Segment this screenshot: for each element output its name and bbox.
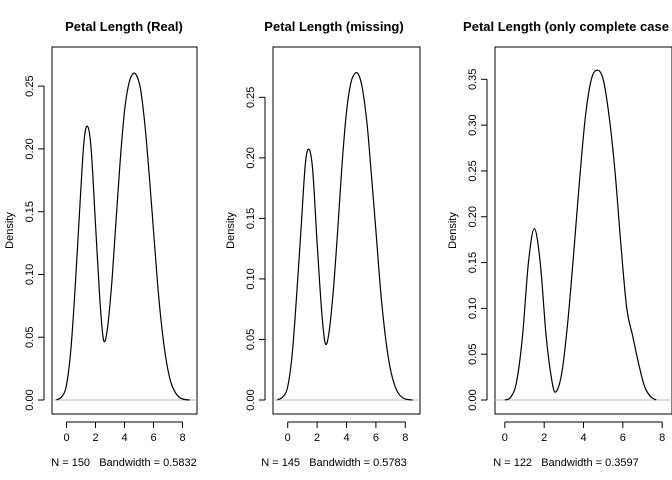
- x-tick-label: 0: [285, 432, 291, 444]
- x-tick-label: 6: [620, 432, 626, 444]
- y-tick-label: 0.30: [467, 114, 479, 135]
- y-tick-label: 0.05: [245, 329, 257, 350]
- plot-title: Petal Length (Real): [65, 19, 183, 34]
- y-tick-label: 0.15: [467, 252, 479, 273]
- y-tick-label: 0.05: [24, 327, 36, 348]
- x-tick-label: 8: [179, 432, 185, 444]
- y-tick-label: 0.25: [245, 87, 257, 108]
- y-tick-label: 0.20: [24, 138, 36, 159]
- density-panel: Petal Length (only complete case 0 2 4 6 8 0.0…: [447, 19, 672, 469]
- y-axis-label: Density: [447, 212, 459, 249]
- y-tick-label: 0.10: [467, 298, 479, 319]
- x-axis-label: N = 150 Bandwidth = 0.5832: [51, 457, 197, 469]
- density-curve: [504, 69, 657, 401]
- density-panel: Petal Length (missing) 0 2 4 6 8 0.00 0.05 0.10 0…: [225, 19, 421, 469]
- density-panel: Petal Length (Real) 0 2 4 6 8 0.00 0.05 0.10 0.15…: [4, 19, 198, 469]
- plot-title: Petal Length (missing): [264, 19, 403, 34]
- y-tick-label: 0.00: [245, 389, 257, 410]
- x-tick-label: 4: [121, 432, 127, 444]
- x-tick-label: 0: [63, 432, 69, 444]
- y-tick-label: 0.10: [245, 268, 257, 289]
- y-tick-label: 0.00: [24, 389, 36, 410]
- density-curve: [56, 72, 190, 401]
- x-tick-label: 2: [92, 432, 98, 444]
- x-axis-label: N = 145 Bandwidth = 0.5783: [261, 457, 407, 469]
- y-tick-label: 0.35: [467, 69, 479, 90]
- y-axis-label: Density: [225, 212, 237, 249]
- plot-frame: [494, 46, 672, 415]
- y-axis-label: Density: [4, 212, 16, 249]
- y-tick-label: 0.25: [24, 75, 36, 96]
- y-tick-label: 0.05: [467, 343, 479, 364]
- x-tick-label: 6: [150, 432, 156, 444]
- y-tick-label: 0.20: [467, 206, 479, 227]
- x-tick-label: 2: [314, 432, 320, 444]
- y-tick-label: 0.25: [467, 160, 479, 181]
- y-tick-label: 0.20: [245, 147, 257, 168]
- x-tick-label: 4: [343, 432, 349, 444]
- x-tick-label: 4: [580, 432, 586, 444]
- x-tick-label: 2: [541, 432, 547, 444]
- plot-frame: [272, 46, 421, 415]
- density-curve: [277, 71, 413, 401]
- x-tick-label: 6: [373, 432, 379, 444]
- y-tick-label: 0.15: [24, 201, 36, 222]
- x-axis-label: N = 122 Bandwidth = 0.3597: [493, 457, 639, 469]
- x-tick-label: 8: [659, 432, 665, 444]
- x-tick-label: 0: [502, 432, 508, 444]
- y-tick-label: 0.10: [24, 264, 36, 285]
- y-tick-label: 0.00: [467, 389, 479, 410]
- x-tick-label: 8: [402, 432, 408, 444]
- plot-title: Petal Length (only complete case: [463, 19, 669, 34]
- plot-frame: [51, 46, 198, 415]
- y-tick-label: 0.15: [245, 208, 257, 229]
